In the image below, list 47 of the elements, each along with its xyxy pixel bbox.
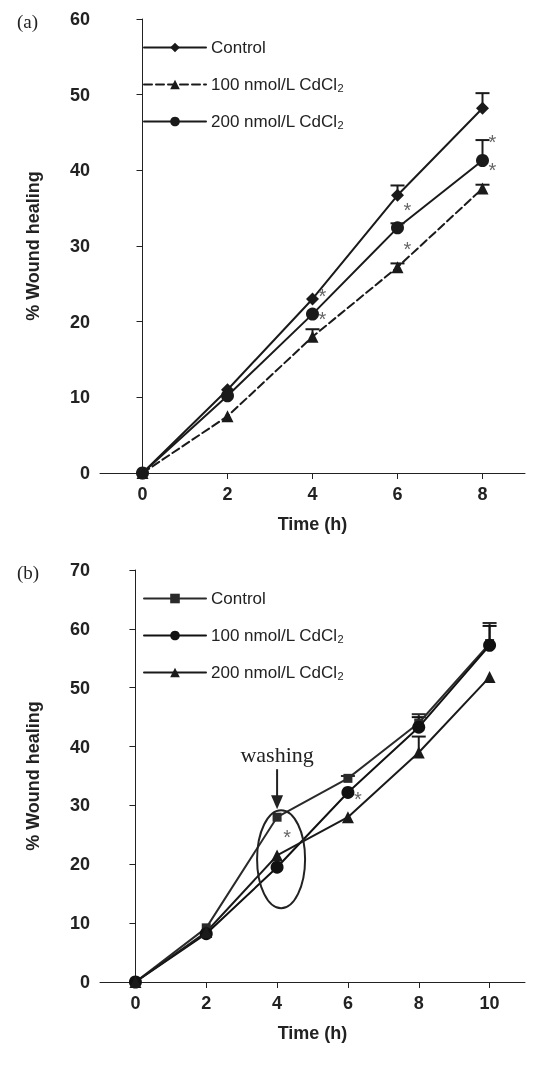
x-axis-title: Time (h) (277, 1023, 348, 1043)
annotation: * (403, 198, 412, 221)
y-tick-label: 0 (79, 463, 90, 483)
y-tick-label: 60 (69, 618, 90, 639)
x-tick-label: 6 (342, 993, 353, 1013)
x-tick-label: 8 (477, 484, 488, 504)
y-tick-label: 10 (69, 913, 90, 934)
x-tick-label: 8 (413, 993, 424, 1013)
x-tick-label: 4 (307, 484, 318, 504)
y-tick-label: 40 (69, 160, 90, 181)
legend-label: 200 nmol/L CdCl2 (211, 663, 344, 682)
x-tick-label: 6 (392, 484, 403, 504)
chart-title: (b) (17, 562, 40, 584)
legend-label: 100 nmol/L CdCl2 (211, 75, 344, 94)
y-tick-label: 20 (69, 311, 90, 332)
legend-label: Control (211, 38, 266, 57)
y-tick-label: 0 (79, 972, 90, 992)
x-tick-label: 0 (137, 484, 148, 504)
legend-label: 200 nmol/L CdCl2 (211, 112, 344, 131)
y-tick-label: 70 (69, 560, 90, 580)
y-tick-label: 10 (69, 387, 90, 408)
x-tick-label: 2 (201, 993, 212, 1013)
annotation: * (488, 131, 497, 154)
y-tick-label: 30 (69, 795, 90, 816)
y-tick-label: 20 (69, 854, 90, 875)
legend-label: Control (211, 589, 266, 608)
y-axis-title: % Wound healing (23, 171, 43, 321)
annotation: * (403, 238, 412, 261)
annotation: * (318, 307, 327, 330)
annotation: washing (240, 741, 314, 767)
x-tick-label: 0 (130, 993, 141, 1013)
y-tick-label: 30 (69, 236, 90, 256)
chart-title: (a) (17, 11, 39, 33)
annotation: * (354, 788, 363, 811)
y-axis-title: % Wound healing (23, 701, 43, 851)
y-tick-label: 50 (69, 677, 90, 698)
x-axis-title: Time (h) (277, 514, 348, 534)
annotation: * (488, 159, 497, 182)
annotation: * (283, 826, 292, 849)
annotation: * (318, 285, 327, 308)
legend-label: 100 nmol/L CdCl2 (211, 626, 344, 645)
y-tick-label: 60 (69, 9, 90, 29)
y-tick-label: 50 (69, 84, 90, 105)
x-tick-label: 10 (479, 993, 500, 1013)
y-tick-label: 40 (69, 736, 90, 757)
x-tick-label: 2 (222, 484, 233, 504)
x-tick-label: 4 (272, 993, 283, 1013)
